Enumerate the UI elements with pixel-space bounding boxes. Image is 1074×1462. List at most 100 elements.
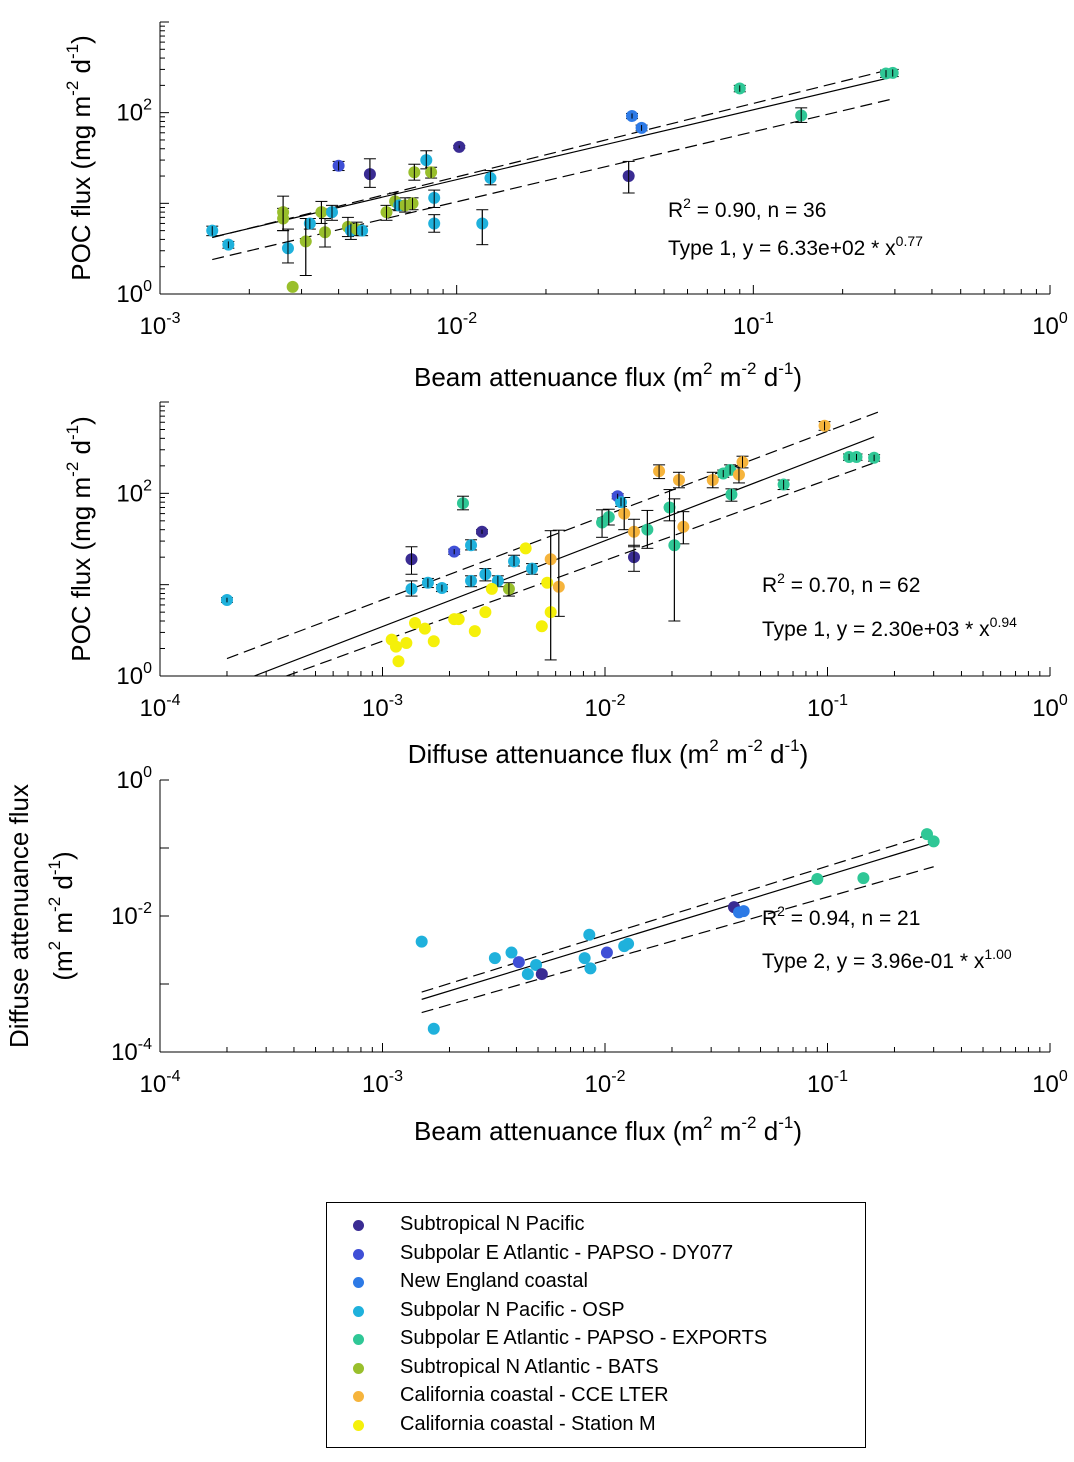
data-point [535,620,548,633]
y-tick-label: 102 [116,477,152,507]
legend-marker [353,1419,364,1431]
fit-annotation: Type 1, y = 2.30e+03 * x0.94 [762,614,1017,641]
data-point [583,928,596,941]
legend-marker [353,1220,364,1231]
r2-annotation: R2 = 0.94, n = 21 [762,903,920,930]
data-point [600,946,613,959]
legend-item: Subtropical N Atlantic - BATS [327,1355,865,1381]
legend-label: Subtropical N Pacific [400,1213,585,1235]
x-tick-label: 10-3 [140,310,181,340]
y-axis-label: Diffuse attenuance flux [4,784,34,1048]
x-tick-label: 10-4 [140,692,181,722]
legend-label: Subpolar E Atlantic - PAPSO - DY077 [400,1241,734,1264]
x-tick-label: 10-2 [585,692,626,722]
legend-marker [353,1334,364,1345]
data-point [521,968,534,981]
legend-marker [353,1248,364,1260]
y-axis-label-units: (m2 m-2 d-1) [45,851,78,980]
y-tick-label: 100 [116,764,152,794]
data-point [541,576,554,589]
data-point [584,962,597,975]
data-point [519,542,532,555]
legend-marker [353,1305,364,1317]
legend-label: Subpolar N Pacific - OSP [400,1298,625,1321]
data-point [415,935,428,948]
legend: Subtropical N Pacific Subpolar E Atlantic… [326,1202,866,1448]
y-tick-label: 102 [116,97,152,127]
y-tick-label: 100 [116,278,152,308]
legend-item: Subpolar E Atlantic - PAPSO - DY077 [327,1241,865,1267]
x-tick-label: 10-3 [362,1068,403,1098]
data-point [737,905,750,918]
data-point [927,835,940,848]
y-axis-label: POC flux (mg m-2 d-1) [63,35,96,281]
legend-marker [353,1277,364,1288]
fit-annotation: Type 2, y = 3.96e-01 * x1.00 [762,946,1012,973]
panel-3: 10-4 10-3 10-2 10-1 100 10-4 10-2 100 Beam atten… [4,764,1068,1146]
data-point [409,617,422,630]
x-tick-label: 100 [1032,310,1068,340]
legend-item: California coastal - CCE LTER [327,1383,865,1409]
r2-annotation: R2 = 0.70, n = 62 [762,570,920,597]
legend-item: California coastal - Station M [327,1412,865,1438]
confidence-line [226,411,879,660]
panel-1: 10-3 10-2 10-1 100 100 102 Beam attenuance flu… [63,21,1068,392]
x-axis-label: Beam attenuance flux (m2 m-2 d-1) [414,359,802,392]
data-point [505,946,518,959]
legend-item: Subtropical N Pacific [327,1212,865,1238]
data-point [418,622,431,635]
legend-item: Subpolar N Pacific - OSP [327,1298,865,1324]
x-tick-label: 10-2 [585,1068,626,1098]
legend-label: California coastal - CCE LTER [400,1384,669,1406]
x-tick-label: 10-1 [807,692,848,722]
x-tick-label: 100 [1032,1068,1068,1098]
data-point [392,655,405,668]
x-tick-label: 10-3 [362,692,403,722]
legend-marker [353,1362,364,1374]
x-tick-label: 10-1 [733,310,774,340]
data-point [427,1022,440,1035]
data-point [485,582,498,595]
legend-marker [353,1391,364,1402]
y-axis-label: POC flux (mg m-2 d-1) [63,416,96,662]
data-point [479,606,492,619]
y-tick-label: 10-4 [111,1036,152,1066]
fit-line [421,842,934,1000]
data-point [488,952,501,965]
legend-item: Subpolar E Atlantic - PAPSO - EXPORTS [327,1326,865,1352]
confidence-line [286,460,879,676]
legend-label: California coastal - Station M [400,1412,656,1435]
data-point [512,956,525,969]
data-point [857,872,870,885]
data-point [286,280,299,293]
confidence-line [212,98,891,261]
legend-label: Subpolar E Atlantic - PAPSO - EXPORTS [400,1327,768,1349]
data-point [535,968,548,981]
data-point [427,635,440,648]
fit-annotation: Type 1, y = 6.33e+02 * x0.77 [668,233,923,260]
y-tick-label: 100 [116,660,152,690]
x-tick-label: 100 [1032,692,1068,722]
data-point [400,636,413,649]
confidence-line [421,866,934,1014]
data-point [622,937,635,950]
data-point [811,873,824,886]
data-point [530,959,543,972]
r2-annotation: R2 = 0.90, n = 36 [668,195,826,222]
data-point [452,613,465,626]
legend-item: New England coastal [327,1269,865,1295]
x-tick-label: 10-4 [140,1068,181,1098]
x-axis-label: Beam attenuance flux (m2 m-2 d-1) [414,1113,802,1146]
legend-label: Subtropical N Atlantic - BATS [400,1355,659,1378]
x-tick-label: 10-1 [807,1068,848,1098]
fit-line [252,436,875,676]
data-point [578,952,591,965]
figure: 10-3 10-2 10-1 100 100 102 Beam attenuance flu… [4,21,1068,1146]
x-axis-label: Diffuse attenuance flux (m2 m-2 d-1) [408,736,809,769]
panel-2: 10-4 10-3 10-2 10-1 100 100 102 Diffuse attenua… [63,401,1068,769]
data-point [390,640,403,653]
legend-label: New England coastal [400,1270,588,1292]
y-tick-label: 10-2 [111,900,152,930]
x-tick-label: 10-2 [436,310,477,340]
data-point [468,625,481,638]
